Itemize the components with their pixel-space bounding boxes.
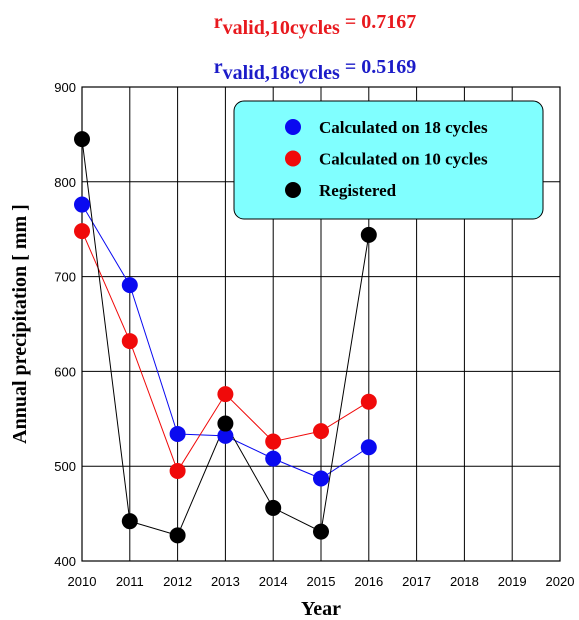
point xyxy=(265,499,282,516)
y-tick-label: 600 xyxy=(54,364,76,379)
point xyxy=(169,462,186,479)
y-axis-title: Annual precipitation [ mm ] xyxy=(9,204,31,444)
point xyxy=(121,513,138,530)
point xyxy=(169,425,186,442)
legend-marker xyxy=(285,182,301,198)
x-tick-label: 2018 xyxy=(450,574,479,589)
legend-box xyxy=(233,100,544,220)
annotation-value: = 0.5169 xyxy=(340,56,416,78)
x-tick-label: 2013 xyxy=(211,574,240,589)
point xyxy=(360,439,377,456)
x-tick-label: 2015 xyxy=(307,574,336,589)
point xyxy=(217,386,234,403)
annotation: rvalid,10cycles = 0.7167 xyxy=(214,11,417,39)
annotation-value: = 0.7167 xyxy=(340,11,416,33)
annotation-subscript: valid,18cycles xyxy=(223,62,340,84)
legend-label: Calculated on 18 cycles xyxy=(319,118,488,137)
point xyxy=(360,393,377,410)
legend-label: Calculated on 10 cycles xyxy=(319,150,488,169)
plot-frame xyxy=(81,86,561,562)
y-tick-label: 800 xyxy=(54,175,76,190)
annotation-symbol: r xyxy=(214,11,223,33)
y-tick-label: 900 xyxy=(54,80,76,95)
point xyxy=(74,131,90,148)
x-tick-label: 2017 xyxy=(402,574,431,589)
y-tick-label: 400 xyxy=(54,554,76,569)
point xyxy=(121,277,138,294)
legend-marker xyxy=(285,119,301,135)
point xyxy=(313,523,329,540)
legend-marker xyxy=(285,150,301,167)
x-tick-label: 2019 xyxy=(498,574,527,589)
annotation-subscript: valid,10cycles xyxy=(223,17,340,39)
x-tick-label: 2012 xyxy=(163,574,192,589)
point xyxy=(74,196,90,213)
point xyxy=(360,226,377,243)
x-axis-title: Year xyxy=(301,598,341,620)
point xyxy=(169,527,186,544)
x-tick-label: 2010 xyxy=(68,574,97,589)
y-tick-label: 700 xyxy=(54,270,76,285)
x-tick-label: 2020 xyxy=(546,574,575,589)
y-tick-label: 500 xyxy=(54,459,76,474)
point xyxy=(217,427,234,444)
point xyxy=(121,333,138,350)
x-tick-label: 2014 xyxy=(259,574,288,589)
point xyxy=(74,223,90,240)
point xyxy=(265,450,282,467)
x-tick-label: 2016 xyxy=(354,574,383,589)
point xyxy=(313,470,329,487)
point xyxy=(265,433,282,450)
point xyxy=(313,423,329,440)
x-tick-label: 2011 xyxy=(116,574,144,589)
annotation-symbol: r xyxy=(214,56,223,78)
point xyxy=(217,415,234,432)
annotation: rvalid,18cycles = 0.5169 xyxy=(214,56,417,84)
legend-label: Registered xyxy=(319,181,397,200)
